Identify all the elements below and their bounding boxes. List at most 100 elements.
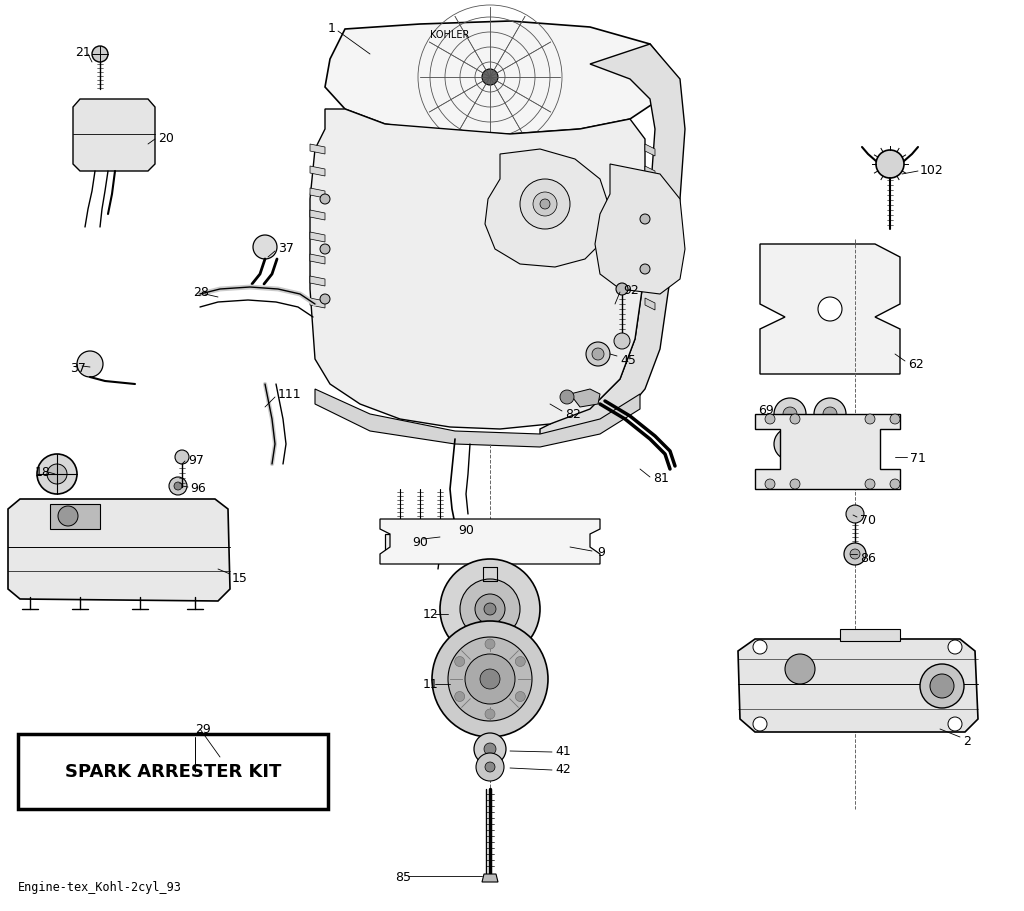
Circle shape — [783, 407, 797, 422]
Bar — [18, 734, 328, 809]
Circle shape — [169, 477, 187, 496]
Circle shape — [515, 657, 525, 667]
Circle shape — [765, 415, 775, 425]
Circle shape — [321, 245, 330, 255]
Circle shape — [484, 743, 496, 755]
Text: 12: 12 — [423, 608, 438, 620]
Circle shape — [460, 579, 520, 640]
Text: 37: 37 — [278, 241, 294, 254]
Text: 1: 1 — [328, 22, 336, 35]
Polygon shape — [310, 189, 325, 199]
Circle shape — [465, 654, 515, 704]
Circle shape — [534, 193, 557, 217]
Polygon shape — [380, 519, 600, 565]
Text: 41: 41 — [555, 744, 570, 758]
Polygon shape — [645, 189, 655, 200]
Circle shape — [321, 195, 330, 205]
Text: 92: 92 — [623, 283, 639, 296]
Polygon shape — [310, 145, 325, 155]
Text: 90: 90 — [412, 535, 428, 548]
Circle shape — [930, 674, 954, 698]
Polygon shape — [310, 232, 325, 242]
Text: 20: 20 — [158, 131, 174, 144]
Circle shape — [640, 215, 650, 225]
Polygon shape — [570, 390, 600, 407]
Circle shape — [790, 479, 800, 489]
Circle shape — [77, 352, 103, 377]
Circle shape — [592, 349, 604, 361]
Circle shape — [474, 733, 506, 765]
Circle shape — [455, 691, 465, 701]
Circle shape — [175, 451, 189, 465]
Circle shape — [890, 415, 900, 425]
Circle shape — [616, 283, 628, 296]
Circle shape — [774, 428, 806, 460]
Circle shape — [876, 151, 904, 179]
Polygon shape — [645, 255, 655, 267]
Text: 11: 11 — [423, 678, 438, 691]
Polygon shape — [310, 210, 325, 220]
Text: 96: 96 — [190, 481, 206, 494]
Circle shape — [823, 407, 837, 422]
Circle shape — [948, 717, 962, 732]
Circle shape — [475, 594, 505, 624]
Circle shape — [846, 506, 864, 524]
Polygon shape — [445, 529, 468, 548]
Circle shape — [394, 520, 406, 532]
Polygon shape — [645, 299, 655, 311]
Polygon shape — [738, 640, 978, 732]
Text: 21: 21 — [75, 46, 91, 58]
Polygon shape — [645, 210, 655, 223]
Circle shape — [844, 543, 866, 566]
Text: Engine-tex_Kohl-2cyl_93: Engine-tex_Kohl-2cyl_93 — [18, 881, 182, 894]
Text: 97: 97 — [188, 453, 204, 466]
Text: 90: 90 — [458, 523, 474, 536]
Circle shape — [790, 415, 800, 425]
Circle shape — [814, 399, 846, 431]
Circle shape — [485, 640, 495, 650]
Circle shape — [753, 717, 767, 732]
Circle shape — [455, 657, 465, 667]
Polygon shape — [315, 390, 640, 447]
Circle shape — [480, 670, 500, 690]
Text: 62: 62 — [908, 358, 924, 371]
Circle shape — [449, 638, 532, 722]
Circle shape — [586, 343, 610, 366]
Polygon shape — [310, 299, 325, 309]
Circle shape — [753, 640, 767, 654]
Polygon shape — [540, 45, 685, 439]
Text: 9: 9 — [597, 545, 605, 558]
Circle shape — [614, 333, 630, 350]
Text: 37: 37 — [70, 361, 86, 374]
Circle shape — [640, 265, 650, 275]
Circle shape — [920, 664, 964, 708]
Polygon shape — [385, 527, 540, 555]
Text: 28: 28 — [193, 285, 209, 298]
Polygon shape — [482, 874, 498, 882]
Polygon shape — [310, 277, 325, 287]
Polygon shape — [73, 100, 155, 172]
Circle shape — [783, 437, 797, 452]
Polygon shape — [645, 232, 655, 245]
Text: 102: 102 — [920, 163, 944, 177]
Text: 42: 42 — [555, 763, 570, 775]
Circle shape — [174, 483, 182, 490]
Circle shape — [476, 753, 504, 781]
Polygon shape — [760, 245, 900, 374]
Circle shape — [485, 710, 495, 719]
Polygon shape — [595, 165, 685, 294]
Polygon shape — [50, 505, 100, 529]
Circle shape — [850, 549, 860, 559]
Circle shape — [440, 559, 540, 660]
Circle shape — [515, 691, 525, 701]
Circle shape — [818, 298, 842, 322]
Polygon shape — [485, 149, 610, 268]
Circle shape — [865, 415, 874, 425]
Circle shape — [92, 47, 108, 63]
Circle shape — [540, 200, 550, 210]
Circle shape — [948, 640, 962, 654]
Polygon shape — [645, 145, 655, 157]
Text: 71: 71 — [910, 451, 926, 464]
Polygon shape — [755, 415, 900, 489]
Circle shape — [432, 621, 548, 737]
